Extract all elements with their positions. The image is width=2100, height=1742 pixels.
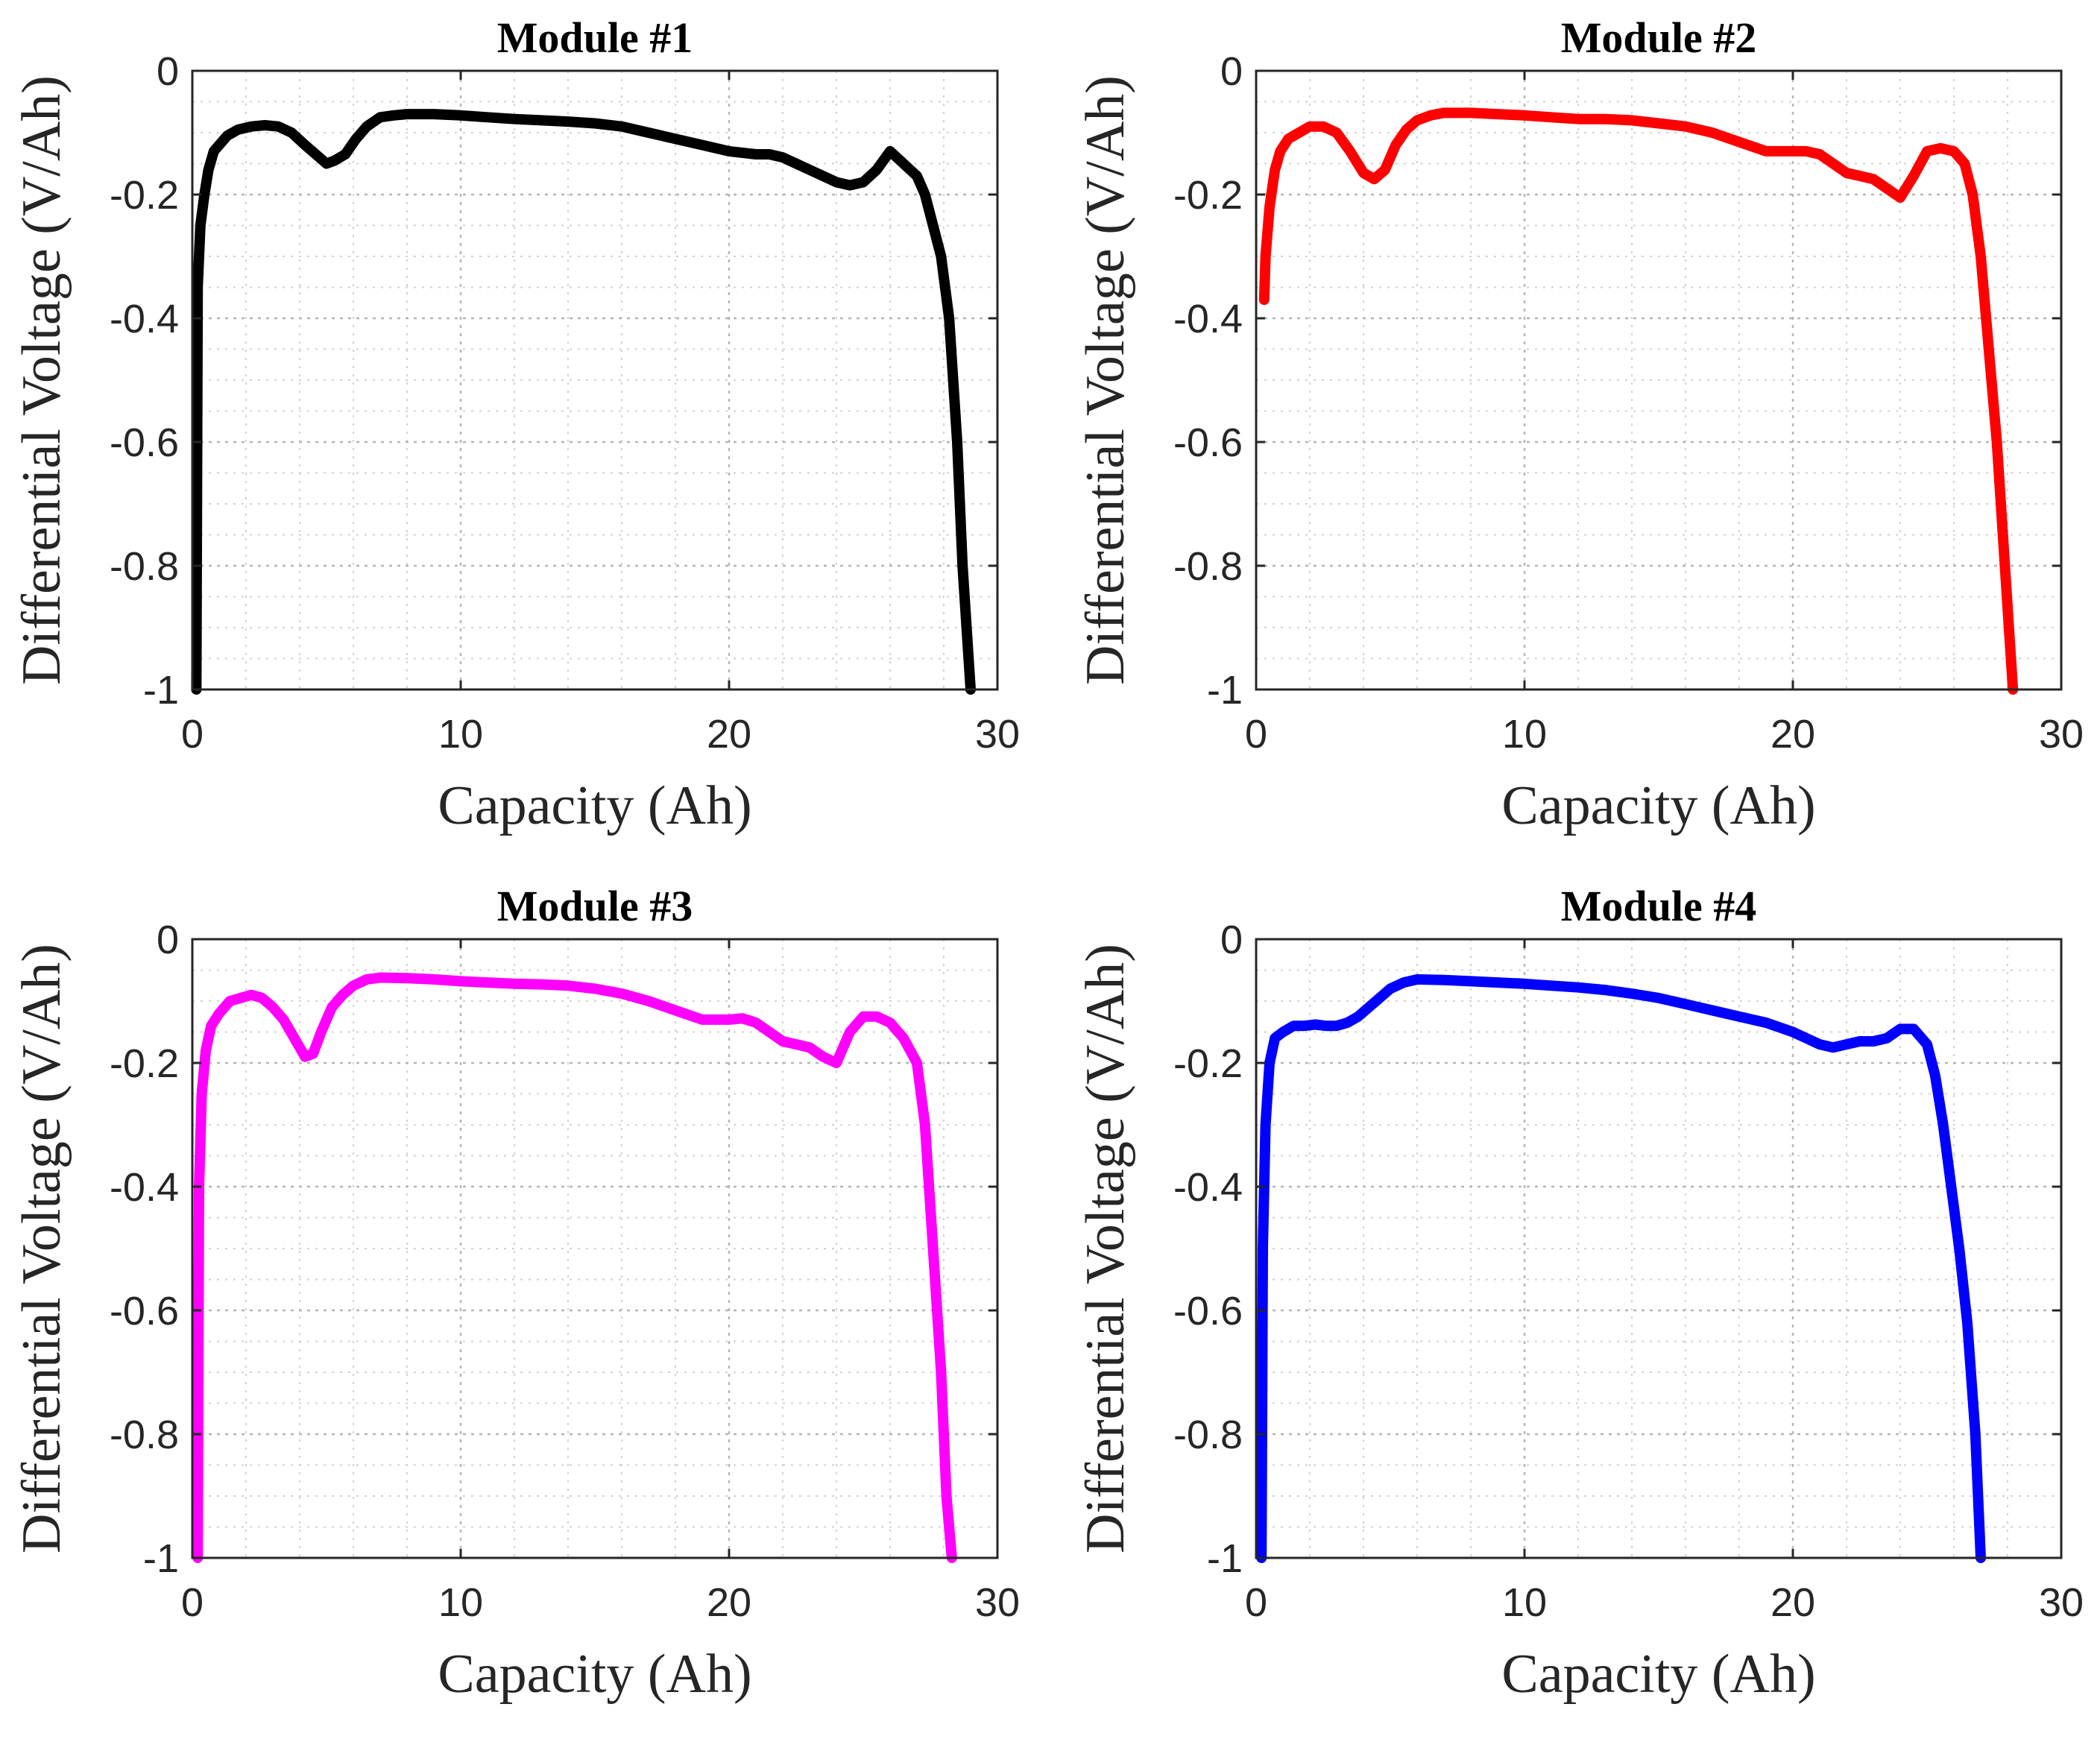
y-tick-label: -0.6 (110, 420, 179, 465)
chart-panel-module-2: 0 -0.2 -0.4 -0.6 -0.8 -1 0 10 20 30 Module #2 Ca… (1075, 13, 2084, 836)
x-tick-label: 20 (1771, 712, 1815, 757)
y-tick-label: -0.8 (110, 1413, 179, 1457)
y-tick-label: -0.2 (1173, 173, 1243, 218)
y-tick-labels: 0 -0.2 -0.4 -0.6 -0.8 -1 (110, 49, 179, 713)
y-axis-label: Differential Voltage (V/Ah) (1075, 75, 1136, 685)
y-tick-label: -0.6 (1173, 420, 1243, 465)
chart-title: Module #3 (497, 882, 693, 930)
x-tick-labels: 0 10 20 30 (1245, 1580, 2084, 1625)
y-tick-label: -0.2 (110, 173, 179, 218)
y-tick-label: -1 (1207, 668, 1243, 713)
grid (192, 71, 997, 689)
y-tick-label: -0.4 (1173, 297, 1243, 341)
x-tick-labels: 0 10 20 30 (181, 1580, 1020, 1625)
chart-title: Module #2 (1561, 13, 1757, 62)
chart-title: Module #4 (1561, 882, 1757, 930)
x-axis-label: Capacity (Ah) (438, 1644, 751, 1705)
y-tick-label: -0.2 (1173, 1041, 1243, 1086)
y-tick-label: 0 (157, 49, 179, 94)
y-tick-labels: 0 -0.2 -0.4 -0.6 -0.8 -1 (1173, 49, 1243, 713)
x-axis-label: Capacity (Ah) (1501, 775, 1815, 836)
y-axis-label: Differential Voltage (V/Ah) (11, 944, 72, 1553)
x-tick-label: 10 (438, 712, 483, 757)
y-tick-label: -1 (1207, 1536, 1243, 1581)
x-tick-label: 20 (1771, 1580, 1815, 1625)
x-tick-label: 0 (181, 712, 204, 757)
y-tick-label: -0.4 (1173, 1165, 1243, 1210)
y-tick-label: -0.4 (110, 297, 179, 341)
x-tick-label: 20 (707, 712, 751, 757)
x-axis-label: Capacity (Ah) (1501, 1644, 1815, 1705)
y-axis-label: Differential Voltage (V/Ah) (11, 75, 72, 685)
grid (192, 939, 997, 1558)
y-axis-label: Differential Voltage (V/Ah) (1075, 944, 1136, 1553)
y-tick-labels: 0 -0.2 -0.4 -0.6 -0.8 -1 (1173, 918, 1243, 1581)
y-tick-label: -0.6 (110, 1289, 179, 1334)
x-tick-label: 30 (2039, 1580, 2084, 1625)
x-tick-label: 0 (1245, 712, 1267, 757)
x-tick-label: 0 (181, 1580, 204, 1625)
grid (1256, 71, 2061, 689)
y-tick-label: -0.4 (110, 1165, 179, 1210)
axis-ticks (1255, 69, 2063, 691)
y-tick-label: -0.8 (1173, 544, 1243, 589)
x-tick-label: 10 (438, 1580, 483, 1625)
x-tick-label: 20 (707, 1580, 751, 1625)
x-tick-label: 30 (975, 1580, 1020, 1625)
y-tick-label: 0 (1220, 918, 1243, 962)
x-tick-labels: 0 10 20 30 (181, 712, 1020, 757)
axis-ticks (191, 938, 999, 1559)
y-tick-label: -0.2 (110, 1041, 179, 1086)
grid (1256, 939, 2061, 1558)
x-tick-label: 30 (975, 712, 1020, 757)
y-tick-label: -0.8 (1173, 1413, 1243, 1457)
chart-panel-module-4: 0 -0.2 -0.4 -0.6 -0.8 -1 0 10 20 30 Module #4 Ca… (1075, 882, 2084, 1705)
y-tick-label: -1 (143, 668, 179, 713)
x-tick-label: 10 (1502, 712, 1547, 757)
series-line-module-4 (1256, 973, 1986, 1563)
series-line-module-2 (1258, 107, 2019, 695)
y-tick-labels: 0 -0.2 -0.4 -0.6 -0.8 -1 (110, 918, 179, 1581)
series-line-module-3 (192, 972, 957, 1563)
x-tick-label: 0 (1245, 1580, 1267, 1625)
x-tick-label: 10 (1502, 1580, 1547, 1625)
y-tick-label: -0.6 (1173, 1289, 1243, 1334)
plot-frame (191, 938, 999, 1559)
axis-ticks (1255, 938, 2063, 1559)
chart-title: Module #1 (497, 13, 693, 62)
x-tick-label: 30 (2039, 712, 2084, 757)
x-tick-labels: 0 10 20 30 (1245, 712, 2084, 757)
chart-panel-module-1: 0 -0.2 -0.4 -0.6 -0.8 -1 0 10 20 30 Module #1 Ca… (11, 13, 1020, 836)
y-tick-label: -0.8 (110, 544, 179, 589)
series-line-module-1 (191, 109, 976, 695)
y-tick-label: -1 (143, 1536, 179, 1581)
chart-panel-module-3: 0 -0.2 -0.4 -0.6 -0.8 -1 0 10 20 30 Module #3 Ca… (11, 882, 1020, 1705)
x-axis-label: Capacity (Ah) (438, 775, 751, 836)
y-tick-label: 0 (157, 918, 179, 962)
plot-frame (1255, 69, 2063, 691)
plot-frame (191, 69, 999, 691)
axis-ticks (191, 69, 999, 691)
plot-frame (1255, 938, 2063, 1559)
y-tick-label: 0 (1220, 49, 1243, 94)
